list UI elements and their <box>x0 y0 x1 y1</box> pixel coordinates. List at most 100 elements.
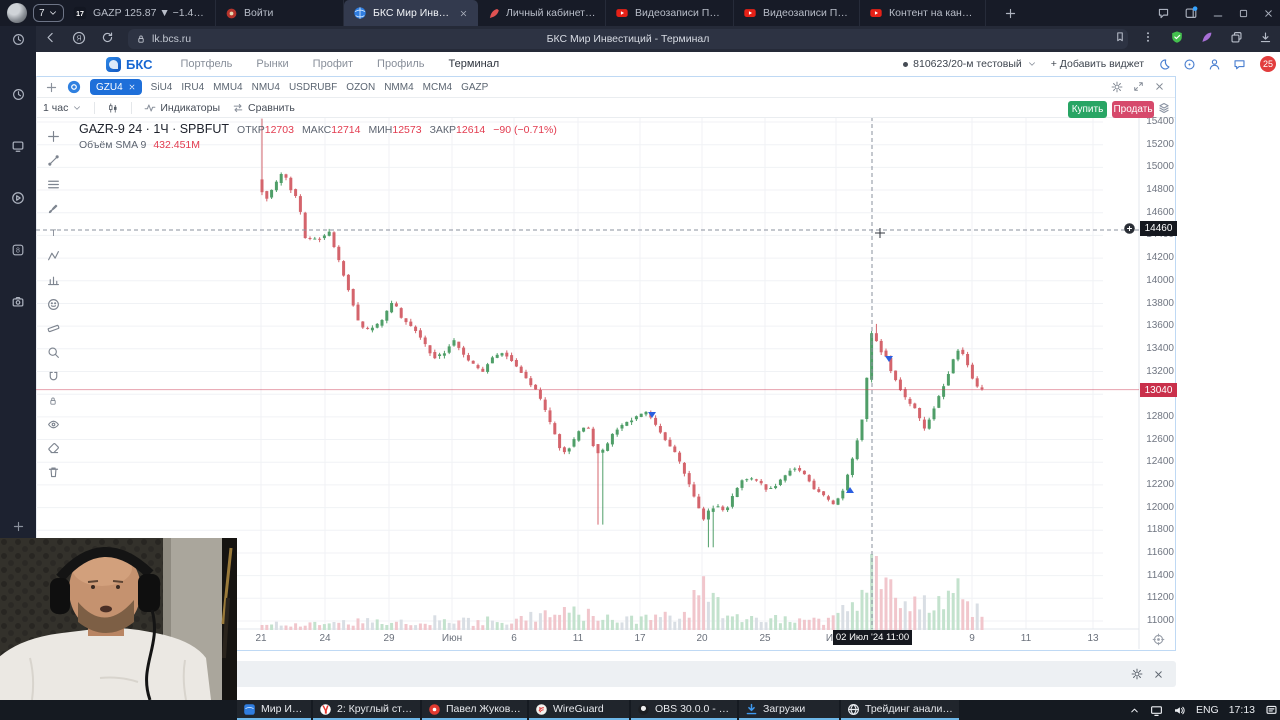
expand-icon[interactable] <box>1133 81 1144 93</box>
screenshot-icon[interactable] <box>11 295 25 309</box>
menu-item-профиль[interactable]: Профиль <box>377 58 425 70</box>
tv-icon[interactable] <box>11 139 25 153</box>
taskbar-item[interactable]: WireGuard <box>529 700 629 720</box>
bks-logo[interactable]: БКС <box>106 56 153 72</box>
gear-icon[interactable] <box>1111 81 1123 93</box>
tab-group-button[interactable]: 7 <box>33 4 64 22</box>
ticker-tab-iru4[interactable]: IRU4 <box>181 81 205 93</box>
compare-button[interactable]: Сравнить <box>232 102 295 114</box>
account-selector[interactable]: 810623/20-м тестовый <box>903 58 1037 70</box>
kebab-icon[interactable] <box>1142 31 1154 43</box>
history-icon[interactable] <box>12 88 25 101</box>
add-widget-button[interactable]: + Добавить виджет <box>1050 58 1144 70</box>
pattern-tool[interactable] <box>45 248 62 265</box>
eight-icon[interactable]: 8 <box>11 243 25 257</box>
clock[interactable]: 17:13 <box>1228 704 1255 716</box>
notification-icon[interactable] <box>1265 704 1278 717</box>
menu-item-рынки[interactable]: Рынки <box>256 58 289 70</box>
trash-tool[interactable] <box>45 464 62 481</box>
profile-avatar[interactable] <box>7 3 27 23</box>
browser-tab[interactable]: Личный кабинет - Вход <box>478 0 606 26</box>
refresh-button[interactable] <box>101 31 114 44</box>
magnet-tool[interactable] <box>45 368 62 385</box>
emoji-tool[interactable] <box>45 296 62 313</box>
ticker-tab-active[interactable]: GZU4 <box>90 79 142 95</box>
fib-tool[interactable] <box>45 176 62 193</box>
display-icon[interactable] <box>1150 704 1163 717</box>
interval-selector[interactable]: 1 час <box>43 102 82 114</box>
browser-tab[interactable]: Контент на канале - YouT… <box>860 0 986 26</box>
ticker-tab-siu4[interactable]: SiU4 <box>150 81 173 93</box>
taskbar-item[interactable]: Мир Инвести… <box>237 700 311 720</box>
brush-tool[interactable] <box>45 200 62 217</box>
browser-tab[interactable]: БКС Мир Инвестиций <box>344 0 478 26</box>
feather-icon[interactable] <box>1200 30 1214 44</box>
maximize-icon[interactable] <box>1238 8 1249 19</box>
moon-icon[interactable] <box>1158 58 1171 71</box>
zoom-tool[interactable] <box>45 344 62 361</box>
layers-icon[interactable] <box>1158 102 1170 114</box>
shield-icon[interactable] <box>1170 30 1184 44</box>
yandex-button[interactable]: Я <box>72 31 86 45</box>
gear-icon[interactable] <box>1131 668 1143 680</box>
ticker-tab-mmu4[interactable]: MMU4 <box>213 81 243 93</box>
browser-tab[interactable]: Видеозаписи Павел Жук… <box>734 0 860 26</box>
taskbar-item[interactable]: 2: Круглый стол с ле… <box>313 700 420 720</box>
add-order-icon[interactable] <box>1123 222 1136 235</box>
close-icon[interactable] <box>1153 669 1164 680</box>
eye-tool[interactable] <box>45 416 62 433</box>
trendline-tool[interactable] <box>45 152 62 169</box>
history-icon[interactable] <box>0 26 36 52</box>
url-field[interactable]: lk.bcs.ru БКС Мир Инвестиций - Терминал <box>128 29 1128 49</box>
browser-tab[interactable]: Войти <box>216 0 344 26</box>
close-icon[interactable] <box>1263 8 1274 19</box>
new-tab-button[interactable] <box>1000 3 1020 23</box>
scroll-to-realtime-icon[interactable] <box>1152 633 1165 646</box>
close-icon[interactable] <box>1154 81 1165 93</box>
dialog-icon[interactable] <box>1157 7 1170 20</box>
ticker-tab-nmm4[interactable]: NMM4 <box>384 81 414 93</box>
speaker-icon[interactable] <box>1173 704 1186 717</box>
sell-button[interactable]: Продать <box>1112 101 1154 118</box>
link-group-icon[interactable] <box>67 80 81 94</box>
ticker-tab-mcm4[interactable]: MCM4 <box>422 81 453 93</box>
language-indicator[interactable]: ENG <box>1195 704 1219 716</box>
chart-type-button[interactable] <box>107 102 119 114</box>
panel-blue-dot-icon[interactable] <box>1184 6 1198 20</box>
taskbar-item[interactable]: Павел Жуковский тр… <box>422 700 527 720</box>
add-ticker-button[interactable] <box>45 81 58 94</box>
ticker-tab-usdrubf[interactable]: USDRUBF <box>288 81 338 93</box>
sidebar-add-button[interactable] <box>0 520 36 533</box>
indicators-button[interactable]: Индикаторы <box>144 102 220 114</box>
person-icon[interactable] <box>1208 58 1221 71</box>
chat-icon[interactable] <box>1233 58 1246 71</box>
tab-close-icon[interactable] <box>128 83 136 91</box>
menu-item-портфель[interactable]: Портфель <box>180 58 233 70</box>
chevron-up-icon[interactable] <box>1129 705 1140 716</box>
bookmark-flag-icon[interactable] <box>1114 31 1126 43</box>
eraser-tool[interactable] <box>45 440 62 457</box>
browser-tab[interactable]: Видеозаписи Павел Жук… <box>606 0 734 26</box>
ticker-tab-ozon[interactable]: OZON <box>346 81 376 93</box>
ticker-tab-gazp[interactable]: GAZP <box>461 81 489 93</box>
menu-item-терминал[interactable]: Терминал <box>448 58 500 70</box>
collections-icon[interactable] <box>1230 31 1243 44</box>
minimize-icon[interactable] <box>1212 7 1224 19</box>
cursor-tool[interactable] <box>45 128 62 145</box>
download-icon[interactable] <box>1259 31 1272 44</box>
ruler-tool[interactable] <box>45 320 62 337</box>
tab-close-icon[interactable] <box>459 9 468 18</box>
menu-item-профит[interactable]: Профит <box>312 58 354 70</box>
lock-tool[interactable] <box>45 392 62 409</box>
notifications-badge[interactable]: 25 <box>1260 56 1276 72</box>
taskbar-item[interactable]: OBS 30.0.0 - Профил… <box>631 700 737 720</box>
target-icon[interactable] <box>1183 58 1196 71</box>
buy-button[interactable]: Купить <box>1068 101 1107 118</box>
browser-tab[interactable]: 17 GAZP 125.87 ▼ −1.46% ин… <box>64 0 216 26</box>
taskbar-item[interactable]: Трейдинг анализ ры… <box>841 700 959 720</box>
forecast-tool[interactable] <box>45 272 62 289</box>
text-tool[interactable]: T <box>45 224 62 241</box>
taskbar-item[interactable]: Загрузки <box>739 700 839 720</box>
back-button[interactable] <box>44 31 57 44</box>
ticker-tab-nmu4[interactable]: NMU4 <box>251 81 280 93</box>
